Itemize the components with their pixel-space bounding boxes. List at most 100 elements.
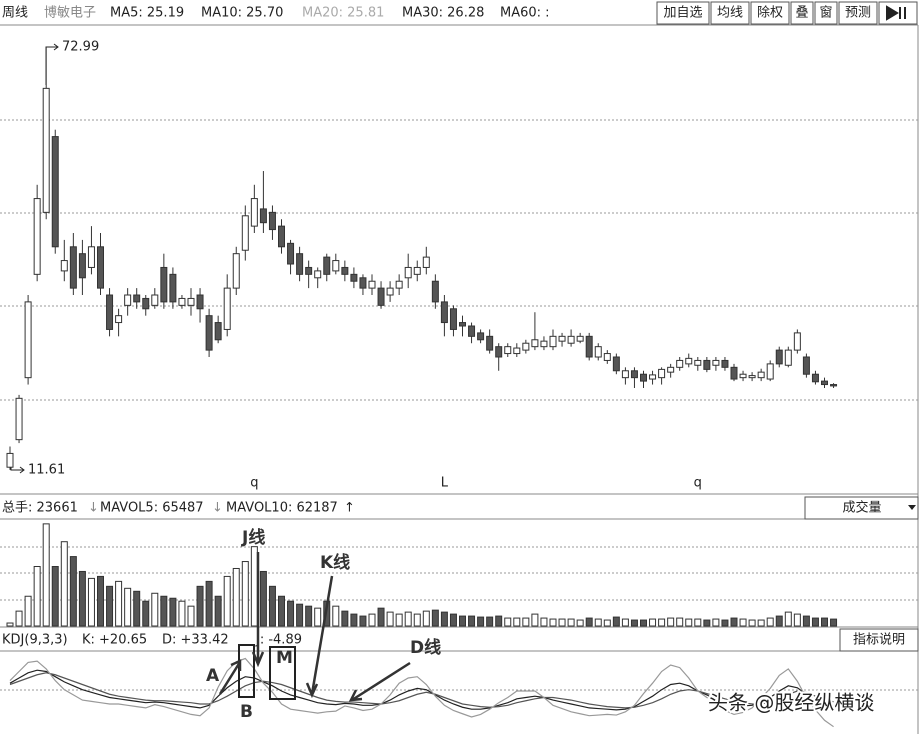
candle-body <box>78 253 86 279</box>
dropdown-arrow[interactable] <box>908 505 916 510</box>
button-bg[interactable] <box>656 1 710 25</box>
volume-bar <box>250 546 258 627</box>
volume-bar <box>214 595 222 627</box>
volume-bar <box>368 613 376 627</box>
annotations: J线 K线 D线 A B M <box>206 527 441 722</box>
candle-body <box>33 198 41 275</box>
dropdown-bg[interactable] <box>804 496 919 520</box>
volume-bar <box>287 600 295 627</box>
candle-body <box>640 373 647 382</box>
volume-bar <box>422 610 430 627</box>
volume-bar <box>78 570 86 627</box>
toolbar: 加自选 均线 除权 叠 窗 预测 <box>656 1 918 25</box>
candle-body <box>160 266 168 303</box>
candle-body <box>531 339 539 348</box>
volume-bar <box>169 597 177 627</box>
button[interactable]: 叠 <box>795 6 808 21</box>
ma-legend: MA30: 26.28 <box>402 6 484 21</box>
indicator-help[interactable]: 指标说明 <box>853 633 905 648</box>
volume-bar <box>42 523 50 627</box>
button[interactable]: 加自选 <box>663 6 702 21</box>
candle-body <box>15 397 23 441</box>
candle-body <box>676 359 684 368</box>
candle-body <box>576 335 584 342</box>
volume-bar <box>802 615 810 627</box>
candle-body <box>495 346 503 358</box>
kdj-k: K: +20.65 <box>82 633 147 648</box>
stock-name: 博敏电子 <box>44 6 96 21</box>
button[interactable]: 均线 <box>717 6 743 21</box>
button-bg[interactable] <box>750 1 790 25</box>
volume-bar <box>540 617 548 627</box>
button-bg[interactable] <box>839 628 919 652</box>
candle-body <box>6 452 14 468</box>
kdj-name: KDJ(9,3,3) <box>2 633 68 648</box>
candle-body <box>567 335 575 344</box>
candle-body <box>386 287 394 296</box>
volume-bar <box>694 618 702 627</box>
volume-bar <box>160 595 168 627</box>
mavol5: MAVOL5: 65487 <box>100 501 204 516</box>
arrow <box>218 659 242 695</box>
candle-body <box>404 266 412 279</box>
x-tick-label: q <box>694 476 702 491</box>
button-bg[interactable] <box>790 1 814 25</box>
volume-bar <box>730 617 738 627</box>
volume-bar <box>359 615 367 627</box>
candle-body <box>748 375 756 379</box>
volume-bar <box>558 618 566 627</box>
trend-arrow: ↓ <box>212 501 223 516</box>
volume-bar <box>703 619 711 627</box>
grid <box>0 119 918 691</box>
candle-body <box>323 256 331 275</box>
volume-bar <box>350 613 358 627</box>
x-tick-label: q <box>250 476 258 491</box>
volume-bar <box>87 577 95 627</box>
volume-bar <box>585 617 593 627</box>
volume-bar <box>241 561 249 627</box>
volume-bar <box>594 618 602 627</box>
candle-body <box>594 346 602 358</box>
volume-bar <box>404 611 412 627</box>
candle-body <box>459 322 466 327</box>
volume-bar <box>115 580 123 627</box>
button[interactable]: 窗 <box>819 5 832 21</box>
candle-body <box>187 297 195 306</box>
candle-body <box>24 301 32 379</box>
volume-bar <box>305 605 313 627</box>
watermark: 头条 @股经纵横谈 <box>708 691 874 715</box>
volume-bar <box>612 616 620 627</box>
volume-bar <box>24 595 32 627</box>
candle-body <box>549 335 557 348</box>
button[interactable]: 预测 <box>845 6 871 21</box>
candle-body <box>87 246 95 268</box>
candle-body <box>477 332 485 341</box>
volume-bar <box>51 566 59 627</box>
volume-bar <box>124 587 132 627</box>
candle-body <box>540 340 548 348</box>
button-bg[interactable] <box>710 1 750 25</box>
annotation: M <box>276 648 293 668</box>
candle-body <box>42 87 50 213</box>
candle-body <box>630 370 638 379</box>
volume-bar <box>431 609 439 627</box>
candle-body <box>468 325 476 337</box>
volume-bar <box>69 556 77 627</box>
expand-icon[interactable] <box>886 5 906 21</box>
candle-body <box>784 349 792 366</box>
candle-body <box>223 287 231 330</box>
volume-bar <box>477 616 485 627</box>
button-bg[interactable] <box>838 1 878 25</box>
indicator-dropdown[interactable]: 成交量 <box>842 500 881 516</box>
candle-body <box>739 373 747 379</box>
candle-body <box>268 211 276 231</box>
button[interactable]: 除权 <box>757 5 783 21</box>
volume-bar <box>685 618 693 627</box>
candle-body <box>395 280 403 289</box>
box-m <box>269 646 296 700</box>
volume-bar <box>459 615 466 627</box>
volume-bar <box>15 610 23 627</box>
kdj-line <box>9 669 834 711</box>
button-bg[interactable] <box>814 1 838 25</box>
